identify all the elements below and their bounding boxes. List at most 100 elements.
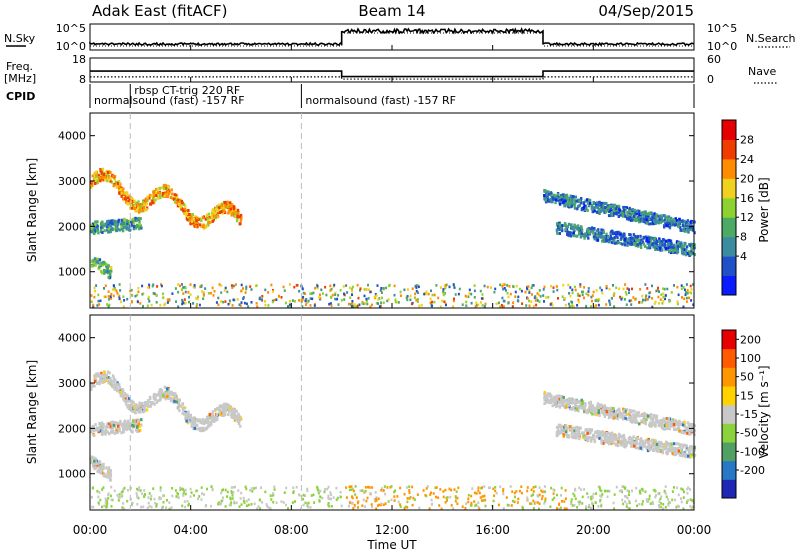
velocity-ground-point	[130, 503, 133, 507]
power-scatter-point	[202, 223, 205, 227]
velocity-scatter-point	[668, 427, 671, 431]
velocity-scatter-point	[547, 392, 550, 396]
velocity-ground-point	[563, 500, 566, 503]
velocity-ground-point	[625, 502, 628, 506]
power-scatter-point	[626, 216, 629, 220]
velocity-scatter-point	[681, 423, 685, 427]
velocity-ground-point	[378, 503, 381, 507]
velocity-scatter-point	[644, 421, 647, 425]
power-scatter-point	[668, 225, 671, 229]
velocity-scatter-point	[205, 426, 208, 430]
velocity-scatter-point	[139, 428, 142, 432]
velocity-scatter-point	[640, 440, 643, 444]
velocity-scatter-point	[186, 414, 190, 418]
velocity-scatter-point	[603, 431, 606, 435]
velocity-scatter-point	[131, 409, 134, 413]
power-ground-point	[112, 288, 115, 291]
velocity-scatter-point	[130, 429, 133, 433]
velocity-scatter-point	[682, 445, 685, 449]
power-scatter-point	[207, 212, 210, 216]
power-scatter-point	[664, 247, 668, 250]
velocity-ground-point	[453, 488, 456, 491]
power-scatter-point	[94, 230, 97, 234]
velocity-scatter-point	[108, 371, 111, 375]
velocity-ground-point	[478, 507, 481, 510]
velocity-scatter-point	[204, 427, 207, 431]
velocity-ground-point	[249, 489, 252, 492]
velocity-scatter-point	[683, 420, 686, 424]
velocity-ground-point	[386, 486, 389, 489]
velocity-scatter-point	[133, 409, 136, 413]
power-scatter-point	[570, 233, 573, 237]
power-scatter-point	[663, 245, 666, 249]
power-scatter-point	[140, 203, 143, 206]
power-ground-point	[177, 283, 180, 286]
velocity-scatter-point	[685, 446, 689, 450]
velocity-ground-point	[131, 501, 134, 505]
power-scatter-point	[605, 238, 608, 242]
power-scatter-point	[654, 247, 657, 251]
power-scatter-point	[643, 236, 646, 240]
velocity-scatter-point	[658, 441, 661, 445]
power-scatter-point	[635, 210, 638, 213]
power-scatter-point	[120, 191, 123, 195]
velocity-ground-point	[538, 493, 541, 497]
power-scatter-point	[634, 235, 637, 238]
velocity-scatter-point	[673, 442, 676, 446]
velocity-scatter-point	[577, 405, 581, 409]
power-ground-point	[651, 284, 653, 288]
velocity-ground-point	[302, 497, 305, 501]
power-band-3	[543, 189, 696, 235]
velocity-ground-point	[479, 496, 482, 499]
power-scatter-point	[599, 203, 603, 207]
velocity-ground-point	[229, 497, 232, 501]
velocity-ground-point	[336, 496, 339, 500]
velocity-ground-point	[517, 497, 520, 501]
power-ground-point	[202, 297, 205, 300]
power-ground-point	[245, 287, 248, 291]
power-scatter-point	[668, 218, 671, 222]
power-ground-point	[162, 292, 164, 296]
power-scatter-point	[625, 206, 628, 210]
power-scatter-point	[670, 247, 673, 251]
velocity-scatter-point	[663, 444, 666, 448]
velocity-ground-point	[109, 494, 112, 498]
power-ground-point	[226, 290, 229, 294]
power-ground-point	[673, 284, 675, 287]
power-ground-point	[517, 295, 520, 299]
power-scatter-point	[177, 203, 181, 206]
velocity-scatter-point	[602, 441, 605, 445]
power-ground-point	[464, 294, 467, 298]
velocity-ground-point	[136, 495, 139, 499]
power-ground-point	[439, 305, 442, 308]
power-ground-point	[148, 300, 151, 303]
power-ground-point	[187, 291, 190, 294]
velocity-scatter-point	[632, 413, 635, 417]
power-scatter-point	[569, 194, 572, 198]
velocity-scatter-point	[693, 433, 696, 437]
power-scatter-point	[113, 219, 117, 223]
power-scatter-point	[637, 238, 640, 242]
velocity-ground-point	[682, 496, 685, 499]
velocity-scatter-point	[687, 423, 690, 427]
power-scatter-point	[134, 216, 137, 220]
velocity-scatter-point	[128, 427, 131, 431]
velocity-ground-point	[664, 506, 667, 509]
velocity-scatter-point	[580, 402, 584, 406]
velocity-band-0	[90, 370, 243, 433]
power-ground-point	[542, 288, 545, 291]
power-scatter-point	[103, 261, 106, 265]
power-ground-point	[508, 285, 511, 288]
power-ground-point	[110, 297, 112, 300]
velocity-ground-point	[234, 485, 236, 489]
noise-search-label: N.Search	[746, 32, 796, 45]
power-scatter-point	[629, 233, 632, 237]
power-ground-point	[526, 297, 529, 300]
power-scatter-point	[618, 208, 621, 212]
power-ground-point	[120, 300, 123, 304]
velocity-ground-point	[345, 496, 348, 499]
power-scatter-point	[685, 245, 689, 249]
power-ground-point	[479, 301, 482, 304]
velocity-ground-point	[550, 486, 553, 490]
velocity-scatter-point	[664, 420, 667, 424]
